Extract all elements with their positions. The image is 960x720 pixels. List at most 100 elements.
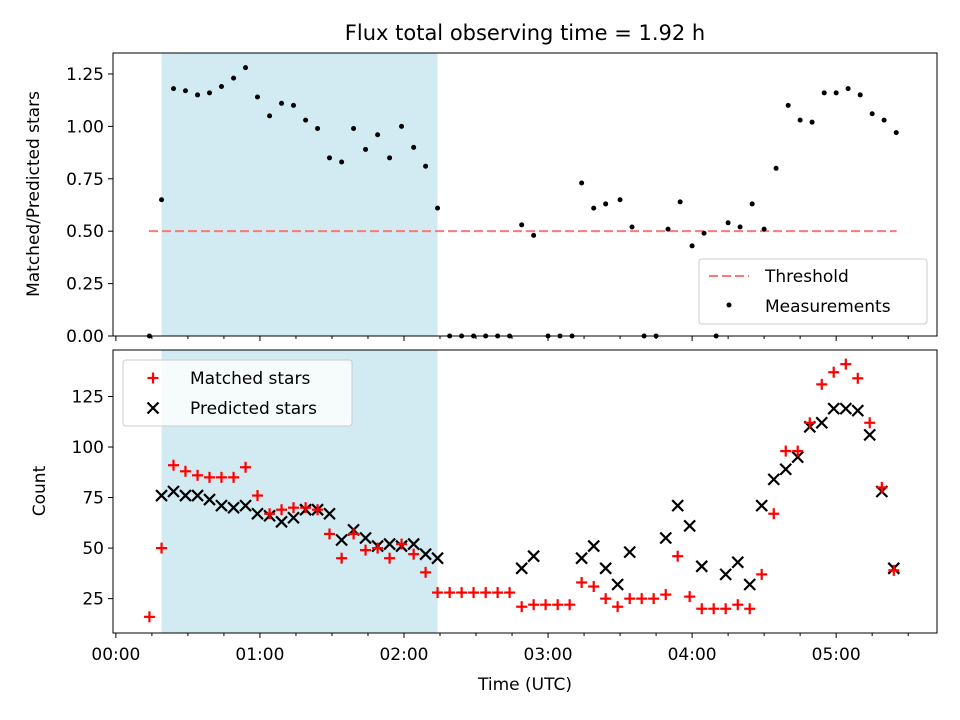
measurement-point bbox=[171, 86, 177, 92]
measurement-point bbox=[603, 201, 609, 207]
predicted-point-b bbox=[227, 501, 240, 514]
matched-point bbox=[168, 459, 180, 471]
bottom-ylabel: Count bbox=[30, 465, 50, 516]
measurement-point bbox=[375, 132, 381, 138]
predicted-point-b bbox=[419, 547, 432, 561]
measurement-point bbox=[423, 163, 429, 169]
measurement-point bbox=[351, 125, 357, 131]
predicted-point bbox=[407, 537, 420, 551]
predicted-point-b bbox=[359, 531, 372, 545]
matched-point bbox=[420, 566, 432, 578]
top-ytick-label: 0.25 bbox=[66, 275, 104, 295]
matched-point bbox=[348, 528, 360, 540]
measurements-legend-label: Measurements bbox=[765, 297, 891, 317]
measurement-point bbox=[629, 224, 635, 230]
predicted-point bbox=[167, 485, 180, 498]
predicted-point-b bbox=[203, 493, 216, 506]
predicted-legend-cross bbox=[146, 401, 160, 415]
matched-point bbox=[324, 528, 336, 540]
matched-point bbox=[276, 504, 288, 516]
matched-point bbox=[588, 581, 600, 593]
matched-point bbox=[888, 564, 900, 576]
bottom-xaxis-group: 00:00 01:00 02:00 03:00 04:00 05:00 bbox=[91, 633, 909, 665]
matched-point bbox=[552, 599, 564, 611]
predicted-point-b bbox=[743, 578, 757, 591]
matched-point bbox=[852, 372, 864, 384]
chart-title: Flux total observing time = 1.92 h bbox=[345, 21, 705, 45]
predicted-point bbox=[851, 404, 865, 417]
predicted-point bbox=[743, 578, 757, 591]
matched-point bbox=[372, 542, 384, 554]
predicted-point-b bbox=[287, 511, 300, 525]
predicted-point bbox=[515, 562, 528, 575]
top-yaxis-group: 0.00 0.25 0.50 0.75 1.00 1.25 bbox=[66, 65, 113, 347]
measurement-point bbox=[218, 84, 224, 90]
measurement-point bbox=[303, 117, 309, 123]
measurement-point bbox=[279, 100, 285, 106]
predicted-point bbox=[791, 450, 804, 464]
predicted-point bbox=[719, 568, 732, 581]
measurement-point bbox=[531, 232, 537, 238]
matched-legend-label: Matched stars bbox=[190, 369, 310, 389]
predicted-point bbox=[827, 402, 840, 415]
top-panel: 0.00 0.25 0.50 0.75 1.00 1.25 Matched/Predict… bbox=[24, 52, 938, 347]
bottom-legend-box bbox=[122, 359, 353, 427]
predicted-point-b bbox=[671, 499, 684, 512]
matched-point bbox=[300, 502, 312, 514]
predicted-point bbox=[287, 511, 300, 525]
measurement-point bbox=[387, 155, 393, 161]
bottom-xtick-label: 01:00 bbox=[235, 645, 284, 665]
measurement-point bbox=[617, 197, 623, 203]
matched-point bbox=[204, 471, 216, 483]
measurement-point bbox=[677, 199, 683, 205]
predicted-point-b bbox=[779, 462, 793, 476]
top-ylabel: Matched/Predicted stars bbox=[24, 91, 44, 297]
measurement-point bbox=[809, 119, 815, 125]
matched-point bbox=[360, 544, 372, 556]
predicted-point-b bbox=[407, 537, 420, 551]
measurement-point bbox=[665, 226, 671, 232]
predicted-point-b bbox=[179, 489, 192, 502]
matched-point bbox=[828, 366, 840, 378]
top-ytick-label: 0.50 bbox=[66, 222, 104, 242]
predicted-point-b bbox=[527, 549, 540, 563]
predicted-point bbox=[419, 547, 432, 561]
predicted-point-b bbox=[167, 485, 180, 498]
predicted-point-b bbox=[827, 402, 840, 415]
top-axes-frame bbox=[112, 52, 938, 337]
matched-point bbox=[516, 601, 528, 613]
predicted-point bbox=[275, 515, 288, 529]
matched-legend-plus bbox=[147, 372, 159, 384]
measurement-point bbox=[267, 113, 273, 119]
matched-point bbox=[780, 445, 792, 457]
matched-point bbox=[192, 469, 204, 481]
predicted-point bbox=[359, 531, 372, 545]
matched-point bbox=[816, 378, 828, 390]
predicted-point bbox=[203, 493, 216, 506]
matched-point bbox=[612, 601, 624, 613]
predicted-point bbox=[251, 507, 264, 521]
measurement-point bbox=[869, 111, 875, 117]
bottom-xlabel: Time (UTC) bbox=[477, 675, 572, 695]
bottom-matched-group bbox=[143, 358, 900, 623]
measurement-point bbox=[207, 90, 213, 96]
measurement-point bbox=[363, 146, 369, 152]
matched-point bbox=[504, 587, 516, 599]
predicted-point-b bbox=[815, 416, 829, 430]
matched-point bbox=[264, 508, 276, 520]
top-legend: Threshold Measurements bbox=[698, 258, 928, 325]
measurement-point bbox=[182, 88, 188, 94]
predicted-point-b bbox=[515, 562, 528, 575]
predicted-point bbox=[863, 428, 877, 442]
matched-legend-marker bbox=[147, 372, 159, 384]
matched-point bbox=[240, 461, 252, 473]
predicted-point bbox=[623, 545, 637, 559]
predicted-point-b bbox=[275, 515, 288, 529]
bottom-xtick-label: 05:00 bbox=[812, 645, 861, 665]
predicted-point-b bbox=[719, 568, 732, 581]
matched-point bbox=[876, 481, 888, 493]
matched-point bbox=[228, 471, 240, 483]
bottom-legend: Matched stars Predicted stars bbox=[122, 359, 353, 427]
predicted-point bbox=[155, 489, 168, 502]
